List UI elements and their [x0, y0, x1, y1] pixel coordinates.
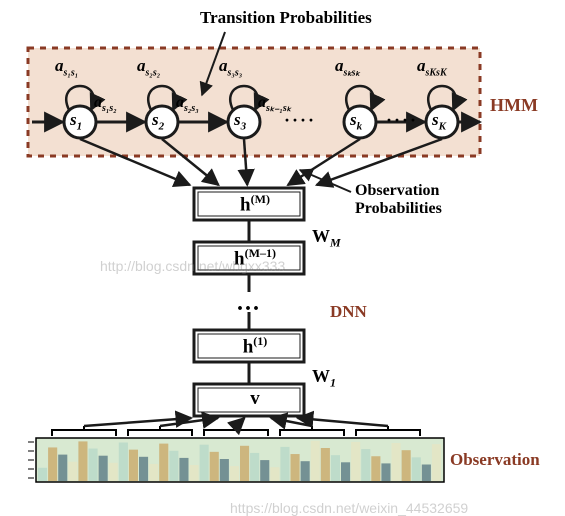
dnn-label: DNN — [330, 302, 367, 322]
observation-label: Observation — [450, 450, 540, 470]
transition-prob-label: Transition Probabilities — [200, 8, 372, 28]
obs-prob-label: ObservationProbabilities — [355, 182, 442, 218]
hmm-label: HMM — [490, 95, 538, 116]
